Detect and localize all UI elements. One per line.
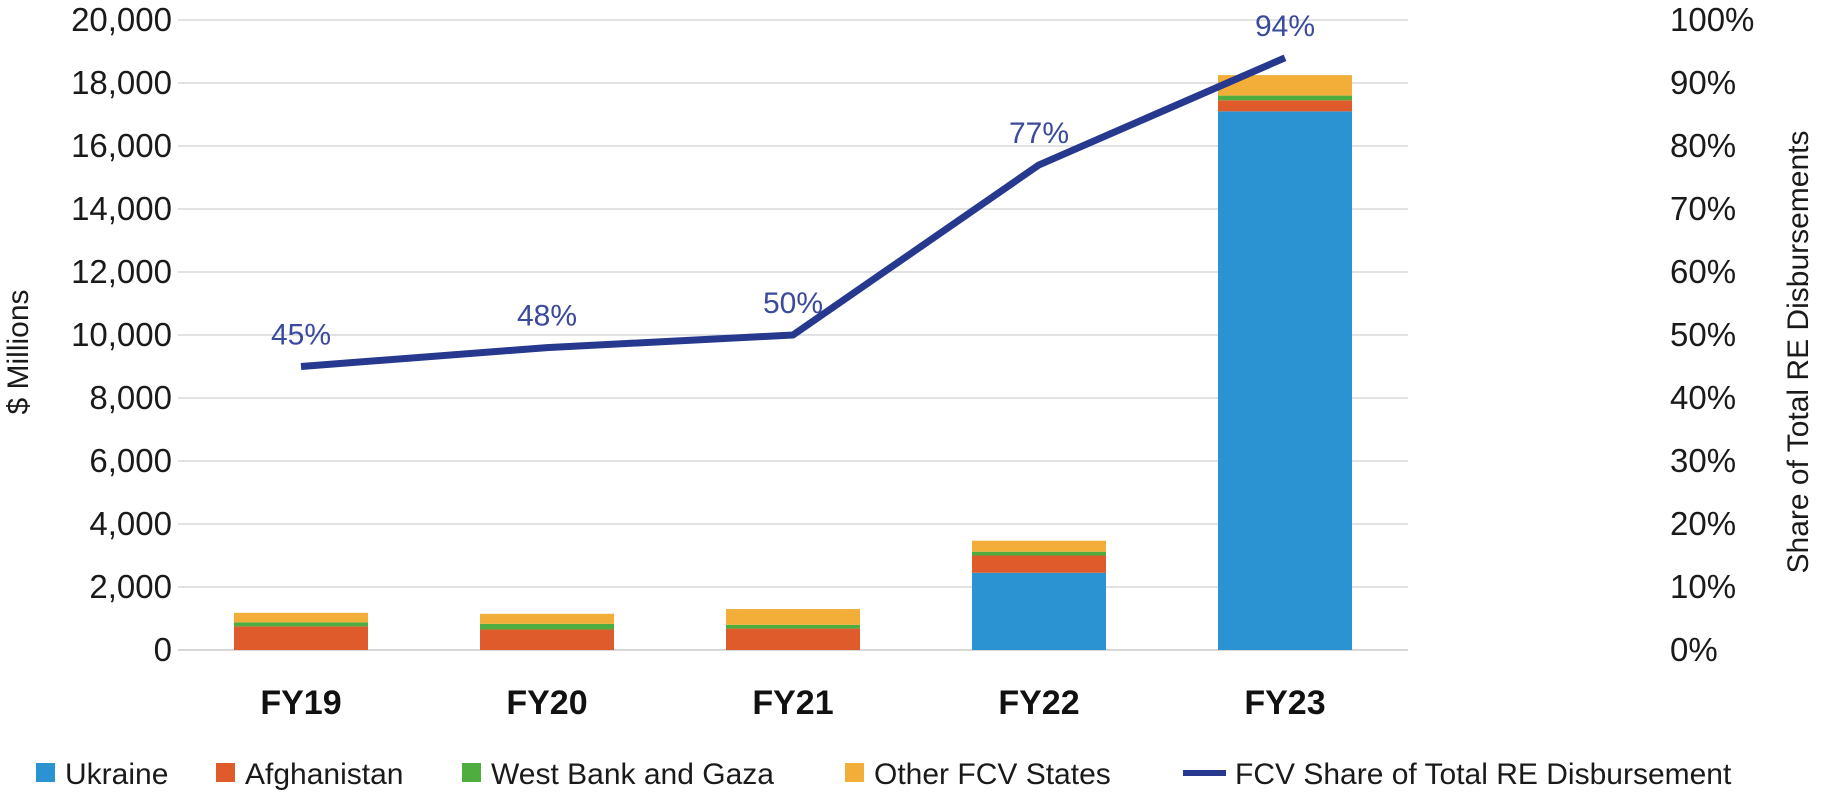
left-tick-label: 10,000	[71, 316, 172, 353]
category-label: FY21	[752, 684, 833, 722]
bar-segment	[972, 551, 1106, 556]
right-tick-label: 80%	[1670, 127, 1736, 164]
left-tick-label: 4,000	[89, 505, 172, 542]
right-tick-label: 10%	[1670, 568, 1736, 605]
category-label: FY22	[998, 684, 1079, 722]
legend-swatch	[845, 763, 864, 782]
left-tick-label: 16,000	[71, 127, 172, 164]
bar-segment	[726, 609, 860, 625]
left-tick-label: 8,000	[89, 379, 172, 416]
bar-segment	[480, 623, 614, 630]
bar-segment	[726, 624, 860, 629]
share-line-path	[300, 54, 1287, 370]
left-tick-label: 20,000	[71, 1, 172, 38]
share-data-label: 45%	[271, 319, 331, 352]
bar-segment	[234, 622, 368, 627]
legend-label: West Bank and Gaza	[491, 758, 774, 791]
y2-axis-title: Share of Total RE Disbursements	[1782, 131, 1815, 574]
left-tick-label: 18,000	[71, 64, 172, 101]
share-data-label: 77%	[1009, 117, 1069, 150]
left-tick-label: 0	[154, 631, 172, 668]
right-tick-label: 0%	[1670, 631, 1718, 668]
bars	[234, 75, 1352, 651]
right-tick-label: 20%	[1670, 505, 1736, 542]
bar-segment	[1218, 100, 1352, 112]
bar-segment	[234, 626, 368, 650]
share-line: 45% 48% 50% 77% 94%	[271, 10, 1315, 370]
legend-swatch	[462, 763, 481, 782]
category-labels: FY19 FY20 FY21 FY22 FY23	[260, 684, 1325, 722]
bar-segment	[1218, 75, 1352, 96]
bar-segment	[480, 613, 614, 624]
left-tick-label: 12,000	[71, 253, 172, 290]
category-label: FY23	[1244, 684, 1325, 722]
bar-segment	[1218, 95, 1352, 101]
bar-segment	[972, 555, 1106, 573]
right-tick-label: 90%	[1670, 64, 1736, 101]
bar-segment	[726, 628, 860, 650]
bar-segment	[1218, 111, 1352, 651]
category-label: FY20	[506, 684, 587, 722]
left-tick-label: 14,000	[71, 190, 172, 227]
legend-label: Ukraine	[65, 758, 168, 791]
share-data-label: 50%	[763, 287, 823, 320]
bar-segment	[234, 612, 368, 623]
legend-label: FCV Share of Total RE Disbursement	[1235, 758, 1732, 791]
y-axis-title: $ Millions	[2, 289, 35, 414]
left-tick-label: 6,000	[89, 442, 172, 479]
bar-segment	[972, 572, 1106, 650]
legend-label: Afghanistan	[245, 758, 403, 791]
legend-swatch	[36, 763, 55, 782]
right-tick-label: 50%	[1670, 316, 1736, 353]
right-tick-label: 30%	[1670, 442, 1736, 479]
share-data-label: 94%	[1255, 10, 1315, 43]
right-tick-label: 60%	[1670, 253, 1736, 290]
left-tick-label: 2,000	[89, 568, 172, 605]
legend-swatch	[216, 763, 235, 782]
legend-label: Other FCV States	[874, 758, 1111, 791]
bar-segment	[480, 629, 614, 650]
right-axis-ticks: 0% 10% 20% 30% 40% 50% 60% 70% 80% 90% 100%	[1670, 1, 1754, 668]
share-data-label: 48%	[517, 300, 577, 333]
right-tick-label: 70%	[1670, 190, 1736, 227]
right-tick-label: 100%	[1670, 1, 1754, 38]
right-tick-label: 40%	[1670, 379, 1736, 416]
bar-segment	[972, 540, 1106, 552]
category-label: FY19	[260, 684, 341, 722]
left-axis-ticks: 0 2,000 4,000 6,000 8,000 10,000 12,000 14,000 1…	[71, 1, 172, 668]
legend: Ukraine Afghanistan West Bank and Gaza Othe…	[36, 758, 1732, 791]
